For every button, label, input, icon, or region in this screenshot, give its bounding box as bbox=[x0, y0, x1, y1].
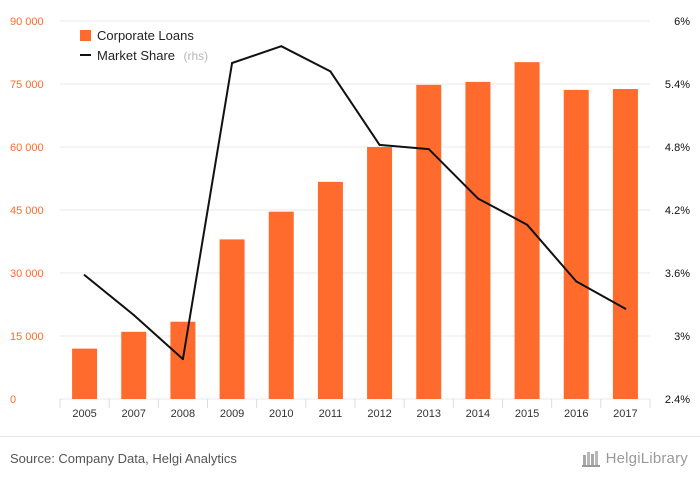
x-tick-label: 2013 bbox=[417, 408, 441, 420]
bar-2007 bbox=[121, 331, 147, 399]
legend-swatch-corporate-loans bbox=[80, 30, 91, 41]
right-tick-label: 6% bbox=[674, 16, 690, 28]
market-share-point-2012 bbox=[378, 143, 381, 146]
source-note: Source: Company Data, Helgi Analytics bbox=[10, 451, 237, 466]
x-tick-label: 2017 bbox=[613, 408, 637, 420]
left-tick-label: 0 bbox=[10, 394, 16, 406]
legend: Corporate Loans Market Share (rhs) bbox=[80, 28, 208, 64]
left-tick-label: 60 000 bbox=[10, 142, 44, 154]
left-tick-label: 90 000 bbox=[10, 16, 44, 28]
x-tick-label: 2007 bbox=[122, 408, 146, 420]
bar-2010 bbox=[268, 211, 294, 399]
left-tick-label: 75 000 bbox=[10, 79, 44, 91]
x-tick-label: 2016 bbox=[564, 408, 588, 420]
x-tick-label: 2010 bbox=[269, 408, 293, 420]
market-share-point-2005 bbox=[83, 274, 86, 277]
market-share-point-2010 bbox=[280, 45, 283, 48]
legend-label-corporate-loans: Corporate Loans bbox=[97, 28, 194, 43]
left-tick-label: 45 000 bbox=[10, 205, 44, 217]
bar-2014 bbox=[465, 81, 491, 400]
bar-2009 bbox=[219, 239, 245, 399]
bar-2015 bbox=[514, 62, 540, 399]
library-icon bbox=[581, 451, 600, 467]
left-tick-label: 15 000 bbox=[10, 331, 44, 343]
legend-label-market-share: Market Share (rhs) bbox=[97, 47, 208, 64]
market-share-point-2017 bbox=[624, 307, 627, 310]
x-axis: 2005 2007 2008 2009 2010 2011 2012 2013 2014 2015… bbox=[59, 399, 651, 420]
bar-2016 bbox=[563, 89, 589, 399]
right-tick-label: 4.2% bbox=[665, 205, 690, 217]
bar-2011 bbox=[317, 181, 343, 399]
right-tick-label: 5.4% bbox=[665, 79, 690, 91]
right-tick-label: 3% bbox=[674, 331, 690, 343]
brand-logo[interactable]: HelgiLibrary bbox=[581, 449, 688, 467]
left-tick-label: 30 000 bbox=[10, 268, 44, 280]
right-tick-label: 2.4% bbox=[665, 394, 690, 406]
market-share-point-2007 bbox=[132, 314, 135, 316]
bar-2017 bbox=[612, 89, 638, 399]
x-tick-label: 2015 bbox=[515, 408, 539, 420]
bar-2008 bbox=[170, 321, 196, 399]
market-share-point-2013 bbox=[427, 148, 430, 151]
footer: Source: Company Data, Helgi Analytics He… bbox=[0, 436, 700, 484]
x-tick-label: 2005 bbox=[72, 408, 96, 420]
bar-2013 bbox=[416, 84, 442, 399]
market-share-line bbox=[83, 45, 626, 361]
x-tick-label: 2011 bbox=[319, 408, 343, 420]
market-share-point-2014 bbox=[476, 197, 479, 200]
x-tick-label: 2012 bbox=[367, 408, 391, 420]
market-share-point-2011 bbox=[329, 70, 332, 73]
x-tick-label: 2014 bbox=[466, 408, 490, 420]
market-share-point-2016 bbox=[575, 280, 578, 283]
legend-label-market-share-text: Market Share bbox=[97, 48, 175, 63]
right-tick-label: 3.6% bbox=[665, 268, 690, 280]
legend-label-market-share-sub: (rhs) bbox=[184, 49, 209, 63]
left-axis: 0 15 000 30 000 45 000 60 000 75 000 90 000 bbox=[10, 16, 44, 406]
x-tick-label: 2009 bbox=[220, 408, 244, 420]
bar-2012 bbox=[367, 147, 393, 399]
x-tick-label: 2008 bbox=[171, 408, 195, 420]
bar-series-corporate-loans bbox=[72, 62, 638, 400]
market-share-point-2015 bbox=[526, 223, 529, 226]
right-tick-label: 4.8% bbox=[665, 142, 690, 154]
market-share-point-2009 bbox=[231, 62, 234, 64]
bar-2005 bbox=[72, 348, 98, 399]
combo-chart: 0 15 000 30 000 45 000 60 000 75 000 90 000 2.… bbox=[10, 16, 690, 420]
market-share-point-2008 bbox=[181, 358, 184, 361]
brand-name: HelgiLibrary bbox=[605, 449, 688, 467]
gridlines bbox=[60, 20, 650, 400]
right-axis: 2.4% 3% 3.6% 4.2% 4.8% 5.4% 6% bbox=[665, 16, 690, 406]
line-series-market-share bbox=[83, 45, 627, 361]
